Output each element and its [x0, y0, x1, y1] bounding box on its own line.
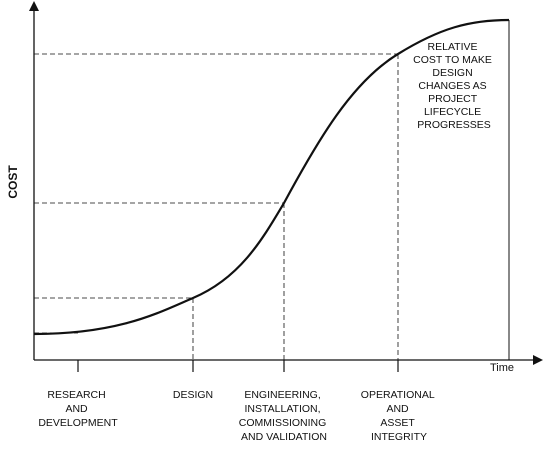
phase-label-research: RESEARCH AND DEVELOPMENT: [38, 389, 118, 429]
phase-label-design: DESIGN: [173, 389, 213, 401]
cost-curve: [33, 18, 510, 336]
y-axis-label: COST: [6, 165, 20, 199]
phase-label-operational: OPERATIONAL AND ASSET INTEGRITY: [361, 389, 437, 443]
x-axis-label: Time: [490, 362, 514, 374]
annotation-line: RELATIVE: [428, 41, 478, 53]
phase-label-engineering: ENGINEERING, INSTALLATION, COMMISSIONING…: [239, 389, 329, 443]
annotation-line: COST TO MAKE: [413, 54, 492, 66]
annotation-line: PROGRESSES: [417, 119, 491, 131]
annotation-line: PROJECT: [428, 93, 478, 105]
annotation-text: RELATIVE COST TO MAKE DESIGN CHANGES AS …: [413, 41, 495, 131]
annotation-line: LIFECYCLE: [424, 106, 481, 118]
annotation-line: CHANGES AS: [418, 80, 486, 92]
annotation-line: DESIGN: [432, 67, 472, 79]
